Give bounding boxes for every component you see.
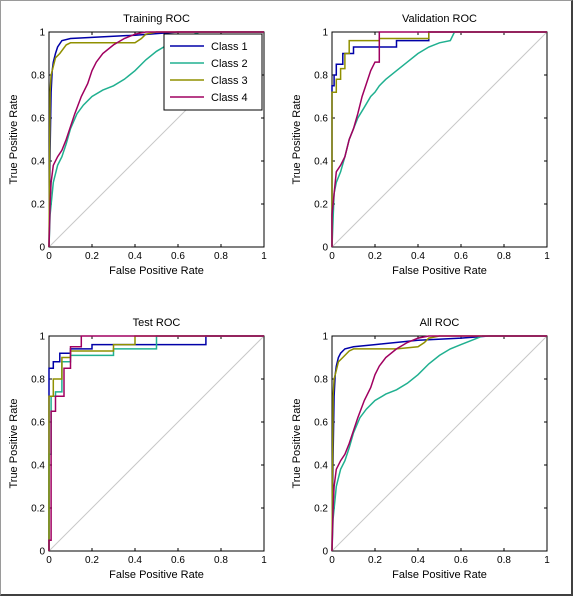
y-tick-label: 0.4 bbox=[314, 461, 328, 472]
chance-diagonal bbox=[331, 31, 548, 248]
y-tick-label: 0.8 bbox=[314, 71, 328, 82]
roc-curve-class-3 bbox=[331, 31, 547, 247]
y-tick-label: 0 bbox=[322, 547, 328, 558]
y-tick-label: 1 bbox=[322, 28, 328, 39]
roc-curve-class-3 bbox=[331, 335, 547, 552]
y-tick-label: 0.6 bbox=[314, 114, 328, 125]
y-axis-label: True Positive Rate bbox=[291, 94, 303, 184]
roc-panel-3: 0 0.2 0.4 0.6 0.8 1 0 0.2 0.4 0.6 0.8 1 Test ROC Fals… bbox=[8, 317, 267, 581]
x-tick-label: 1 bbox=[544, 251, 550, 262]
y-tick-label: 0.6 bbox=[31, 418, 45, 429]
y-axis-label: True Positive Rate bbox=[291, 398, 303, 488]
y-tick-label: 1 bbox=[39, 332, 45, 343]
x-tick-label: 0.2 bbox=[85, 555, 99, 566]
x-tick-label: 0.6 bbox=[454, 555, 468, 566]
y-tick-label: 1 bbox=[39, 28, 45, 39]
roc-curve-class-4 bbox=[331, 335, 547, 552]
y-tick-label: 0 bbox=[322, 243, 328, 254]
legend-entry: Class 3 bbox=[211, 75, 248, 87]
x-tick-label: 0.8 bbox=[497, 251, 511, 262]
y-tick-label: 0.4 bbox=[31, 157, 45, 168]
chance-diagonal bbox=[331, 335, 548, 552]
y-tick-label: 0.4 bbox=[31, 461, 45, 472]
x-tick-label: 0.8 bbox=[214, 251, 228, 262]
x-tick-label: 0 bbox=[329, 555, 335, 566]
y-tick-label: 0.2 bbox=[31, 504, 45, 515]
x-tick-label: 0.4 bbox=[128, 555, 142, 566]
legend-entry: Class 4 bbox=[211, 92, 248, 104]
y-tick-label: 0.8 bbox=[31, 375, 45, 386]
roc-panel-1: 0 0.2 0.4 0.6 0.8 1 0 0.2 0.4 0.6 0.8 1 Training ROC… bbox=[8, 13, 267, 277]
x-tick-label: 1 bbox=[261, 555, 267, 566]
x-axis-label: False Positive Rate bbox=[392, 265, 487, 277]
roc-panel-2: 0 0.2 0.4 0.6 0.8 1 0 0.2 0.4 0.6 0.8 1 Validation R… bbox=[291, 13, 550, 277]
x-tick-label: 0.4 bbox=[128, 251, 142, 262]
x-tick-label: 0 bbox=[329, 251, 335, 262]
roc-curve-class-2 bbox=[331, 335, 547, 552]
x-tick-label: 0.2 bbox=[85, 251, 99, 262]
y-tick-label: 0 bbox=[39, 547, 45, 558]
x-tick-label: 0.4 bbox=[411, 555, 425, 566]
x-tick-label: 0 bbox=[46, 555, 52, 566]
panel-title: Validation ROC bbox=[402, 13, 477, 25]
roc-panel-4: 0 0.2 0.4 0.6 0.8 1 0 0.2 0.4 0.6 0.8 1 All ROC False… bbox=[291, 317, 550, 581]
x-tick-label: 0.6 bbox=[171, 251, 185, 262]
y-axis-label: True Positive Rate bbox=[8, 94, 20, 184]
x-axis-label: False Positive Rate bbox=[109, 265, 204, 277]
x-tick-label: 0.6 bbox=[171, 555, 185, 566]
legend-entry: Class 1 bbox=[211, 41, 248, 53]
x-tick-label: 0.8 bbox=[497, 555, 511, 566]
y-tick-label: 0.2 bbox=[314, 504, 328, 515]
roc-curve-class-3 bbox=[48, 31, 264, 248]
y-tick-label: 0.6 bbox=[314, 418, 328, 429]
y-tick-label: 0.2 bbox=[31, 200, 45, 211]
chance-diagonal bbox=[48, 335, 265, 552]
y-tick-label: 0.4 bbox=[314, 157, 328, 168]
legend-entry: Class 2 bbox=[211, 58, 248, 70]
roc-curve-class-1 bbox=[331, 31, 547, 247]
roc-curve-class-4 bbox=[48, 31, 264, 248]
panel-title: Test ROC bbox=[133, 317, 181, 329]
y-tick-label: 0 bbox=[39, 243, 45, 254]
roc-curve-class-4 bbox=[48, 335, 264, 551]
panel-title: Training ROC bbox=[123, 13, 190, 25]
roc-curve-class-1 bbox=[48, 31, 264, 248]
y-tick-label: 0.6 bbox=[31, 114, 45, 125]
x-axis-label: False Positive Rate bbox=[109, 569, 204, 581]
x-tick-label: 1 bbox=[261, 251, 267, 262]
y-axis-label: True Positive Rate bbox=[8, 398, 20, 488]
roc-curve-class-2 bbox=[331, 31, 547, 248]
y-tick-label: 0.8 bbox=[314, 375, 328, 386]
x-tick-label: 0.2 bbox=[368, 251, 382, 262]
panel-title: All ROC bbox=[420, 317, 460, 329]
y-tick-label: 0.8 bbox=[31, 71, 45, 82]
y-tick-label: 0.2 bbox=[314, 200, 328, 211]
x-tick-label: 0.2 bbox=[368, 555, 382, 566]
x-tick-label: 0.4 bbox=[411, 251, 425, 262]
roc-curve-class-1 bbox=[331, 335, 547, 552]
x-tick-label: 0 bbox=[46, 251, 52, 262]
x-tick-label: 0.6 bbox=[454, 251, 468, 262]
legend: Class 1 Class 2 Class 3 Class 4 bbox=[163, 33, 263, 111]
x-tick-label: 0.8 bbox=[214, 555, 228, 566]
roc-curve-class-4 bbox=[331, 31, 547, 247]
x-axis-label: False Positive Rate bbox=[392, 569, 487, 581]
y-tick-label: 1 bbox=[322, 332, 328, 343]
x-tick-label: 1 bbox=[544, 555, 550, 566]
